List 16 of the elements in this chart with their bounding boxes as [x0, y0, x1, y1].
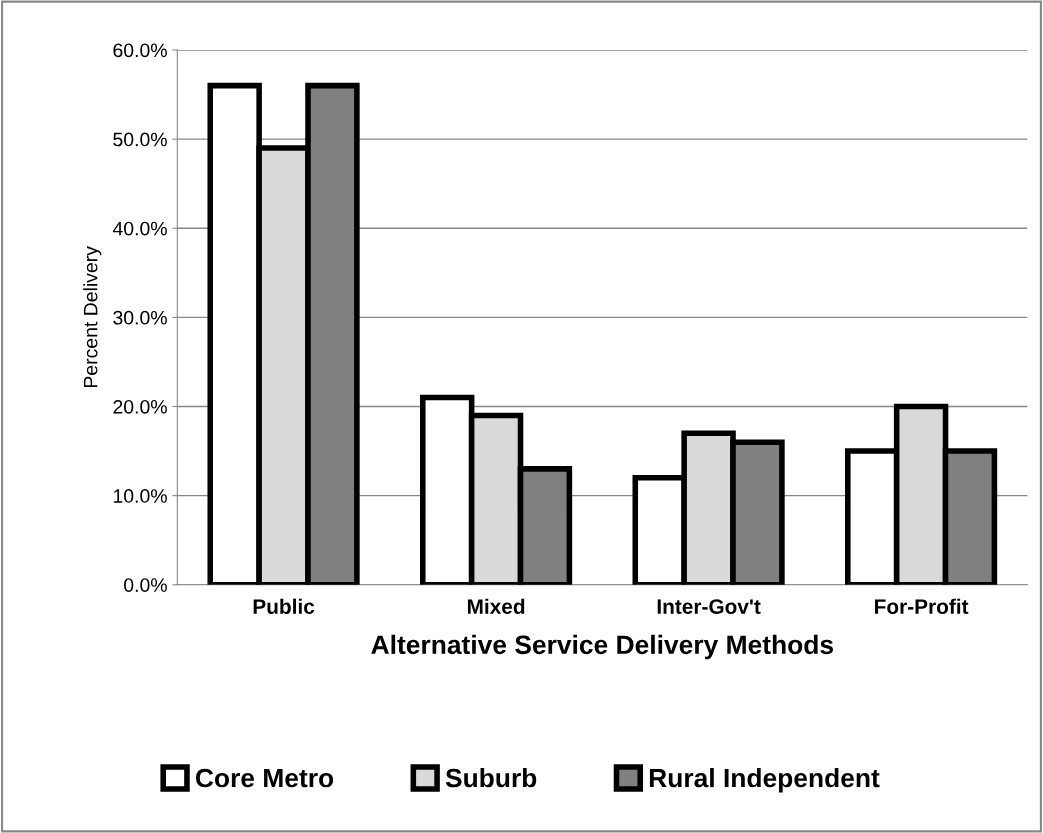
x-tick-label: For-Profit: [875, 598, 969, 614]
y-axis-title: Percent Delivery: [83, 246, 102, 388]
y-tick-label: 30.0%: [113, 310, 167, 325]
x-axis-title: Alternative Service Delivery Methods: [371, 634, 833, 660]
y-tick-label: 10.0%: [113, 489, 167, 503]
y-tick-label: 60.0%: [113, 43, 167, 58]
y-tick-label: 50.0%: [113, 132, 167, 147]
legend-label: Core Metro: [195, 768, 334, 788]
x-tick-label: Inter-Gov't: [657, 599, 761, 614]
y-tick-label: 0.0%: [124, 578, 167, 592]
x-tick-label: Mixed: [467, 598, 525, 614]
legend-label: Suburb: [445, 767, 537, 788]
y-tick-label: 40.0%: [112, 221, 167, 236]
legend-label: Rural Independent: [649, 767, 880, 793]
x-tick-label: Public: [253, 598, 315, 614]
y-tick-label: 20.0%: [113, 399, 167, 414]
